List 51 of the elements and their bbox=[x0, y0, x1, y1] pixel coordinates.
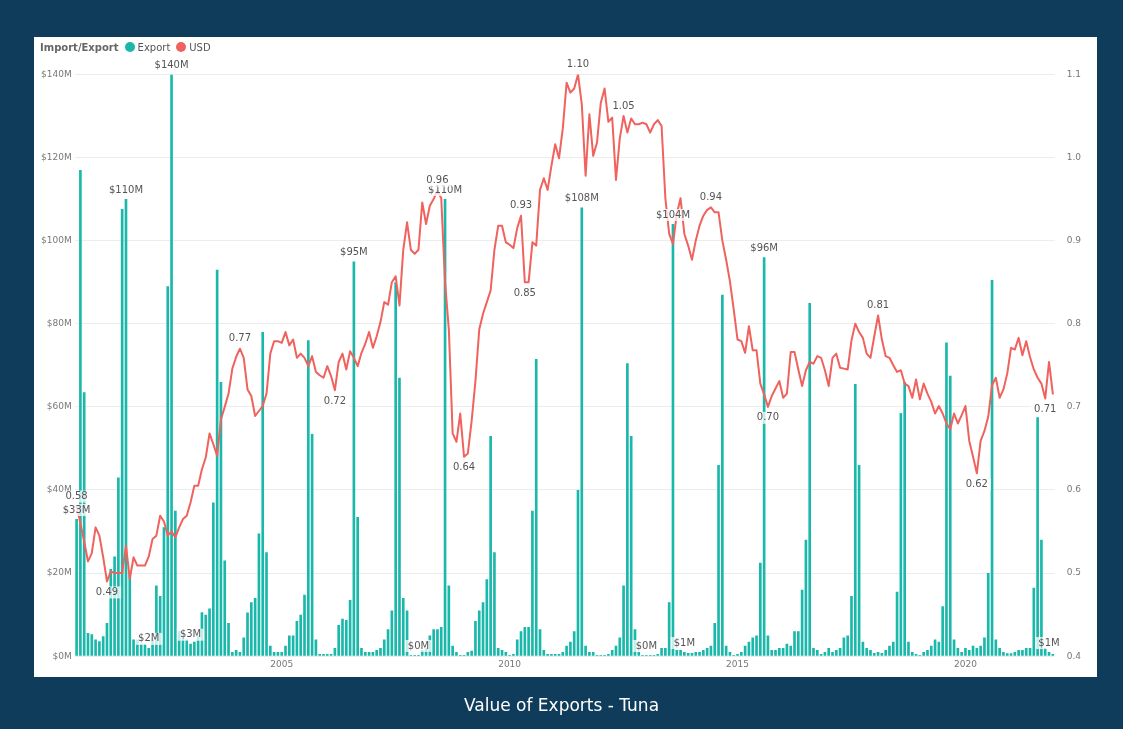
y-tick-label: $20M bbox=[46, 567, 72, 578]
data-label: $108M bbox=[564, 191, 599, 203]
y2-tick-label: 0.4 bbox=[1066, 650, 1082, 661]
data-label: $140M bbox=[154, 58, 189, 70]
data-label: 0.77 bbox=[228, 332, 252, 344]
y2-tick-label: 0.6 bbox=[1066, 484, 1082, 495]
data-label: $110M bbox=[108, 183, 144, 195]
data-label: $3M bbox=[179, 628, 202, 640]
data-label: 0.62 bbox=[965, 477, 988, 489]
y2-tick-label: 0.8 bbox=[1066, 318, 1082, 329]
data-label: 0.94 bbox=[699, 190, 723, 202]
data-label: 0.72 bbox=[323, 394, 347, 406]
data-label: 0.93 bbox=[509, 199, 533, 211]
x-tick-label: 2005 bbox=[270, 658, 294, 669]
y2-tick-label: 0.5 bbox=[1066, 567, 1082, 578]
y-tick-label: $80M bbox=[46, 318, 72, 329]
data-label: $1M bbox=[673, 636, 696, 648]
legend-label: USD bbox=[189, 41, 211, 53]
data-label: $110M bbox=[428, 183, 463, 195]
x-tick-label: 2010 bbox=[498, 658, 522, 669]
data-label: $96M bbox=[750, 241, 778, 253]
data-label: $33M bbox=[62, 503, 91, 515]
legend-label: Export bbox=[137, 41, 171, 53]
data-label: 0.71 bbox=[1034, 403, 1057, 415]
legend-title: Import/Export bbox=[40, 41, 119, 53]
data-label: $2M bbox=[138, 632, 160, 644]
data-label: $104M bbox=[655, 208, 690, 220]
x-tick-label: 2020 bbox=[953, 658, 978, 669]
data-label: 0.49 bbox=[95, 585, 119, 597]
y2-tick-label: 0.7 bbox=[1066, 401, 1082, 412]
x-tick-label: 2015 bbox=[726, 658, 749, 669]
data-label: $1M bbox=[1038, 636, 1060, 648]
y-tick-label: $60M bbox=[46, 401, 72, 412]
text: Value of Exports - Tuna bbox=[462, 695, 661, 715]
y2-tick-label: 1.0 bbox=[1066, 151, 1082, 162]
data-label: 0.96 bbox=[426, 174, 449, 186]
data-label: 0.70 bbox=[756, 411, 780, 423]
y2-tick-label: 0.9 bbox=[1066, 234, 1082, 245]
data-label: $95M bbox=[340, 246, 368, 257]
y-tick-label: $0M bbox=[52, 650, 72, 661]
data-label: 0.85 bbox=[513, 286, 536, 298]
y-tick-label: $140M bbox=[41, 68, 72, 79]
data-label: 1.05 bbox=[612, 99, 635, 111]
data-label: 0.64 bbox=[452, 461, 476, 473]
data-label: $0M bbox=[635, 639, 658, 651]
data-label: 1.10 bbox=[566, 57, 590, 69]
y-tick-label: $120M bbox=[41, 151, 72, 162]
y-tick-label: $100M bbox=[41, 234, 72, 245]
data-label: 0.81 bbox=[866, 299, 890, 311]
y2-tick-label: 1.1 bbox=[1066, 68, 1082, 79]
data-label: $0M bbox=[407, 639, 430, 651]
